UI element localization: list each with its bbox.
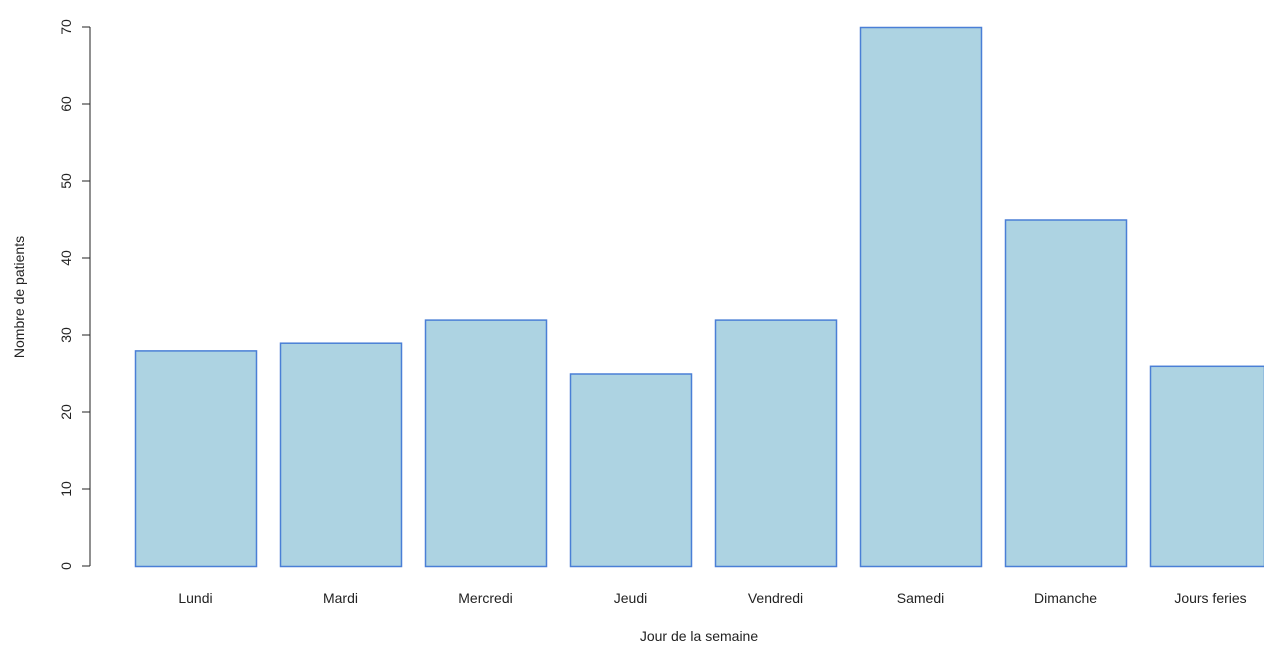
y-tick-label-30: 30 xyxy=(58,327,74,343)
x-tick-label-vendredi: Vendredi xyxy=(748,590,803,606)
y-tick-label-60: 60 xyxy=(58,96,74,112)
x-tick-label-dimanche: Dimanche xyxy=(1034,590,1097,606)
bar-mercredi xyxy=(424,319,548,568)
bar-vendredi xyxy=(714,319,838,568)
x-tick-label-lundi: Lundi xyxy=(178,590,212,606)
x-tick-label-samedi: Samedi xyxy=(897,590,944,606)
y-axis-title: Nombre de patients xyxy=(11,236,27,358)
x-axis-title: Jour de la semaine xyxy=(640,628,759,644)
y-tick-label-70: 70 xyxy=(58,19,74,35)
x-tick-label-jours-feries: Jours feries xyxy=(1174,590,1246,606)
y-tick-label-50: 50 xyxy=(58,173,74,189)
y-tick-label-20: 20 xyxy=(58,404,74,420)
y-tick-label-40: 40 xyxy=(58,250,74,266)
bar-samedi xyxy=(859,26,983,568)
y-axis: 0 10 20 30 40 50 60 70 xyxy=(58,19,91,570)
x-tick-label-mardi: Mardi xyxy=(323,590,358,606)
x-tick-label-jeudi: Jeudi xyxy=(614,590,647,606)
bars-group xyxy=(134,26,1264,568)
bar-jeudi xyxy=(569,373,693,568)
bar-dimanche xyxy=(1004,219,1128,568)
y-ticks: 0 10 20 30 40 50 60 70 xyxy=(58,19,90,570)
x-tick-labels: Lundi Mardi Mercredi Jeudi Vendredi Samedi Dim… xyxy=(178,590,1246,606)
bar-lundi xyxy=(134,350,258,568)
y-tick-label-10: 10 xyxy=(58,481,74,497)
y-tick-label-0: 0 xyxy=(58,562,74,570)
bar-jours-feries xyxy=(1149,365,1264,568)
x-tick-label-mercredi: Mercredi xyxy=(458,590,512,606)
bar-mardi xyxy=(279,342,403,568)
